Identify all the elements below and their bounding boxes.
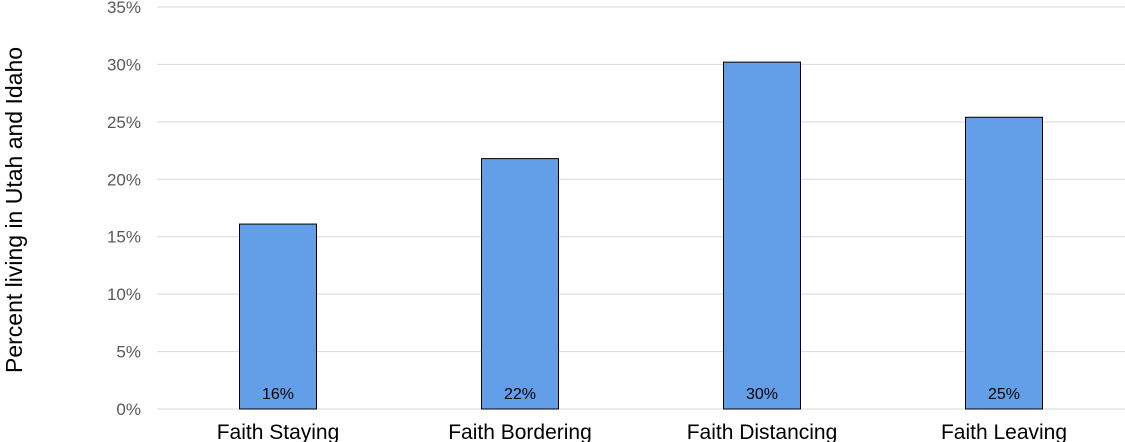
y-tick-label: 15% [107, 228, 141, 247]
x-category-label: Faith Staying [217, 421, 340, 442]
bar-faith-distancing [723, 61, 801, 410]
y-tick-label: 0% [116, 400, 141, 419]
x-category-label: Faith Distancing [687, 421, 838, 442]
x-category-label: Faith Bordering [448, 421, 592, 442]
data-label: 30% [746, 386, 778, 403]
x-axis-categories: Faith Staying Faith Bordering Faith Distan… [217, 421, 1067, 442]
y-axis-ticks: 0% 5% 10% 15% 20% 25% 30% 35% [107, 0, 141, 419]
y-tick-label: 35% [107, 0, 141, 17]
bar-faith-staying [239, 223, 317, 410]
y-tick-label: 25% [107, 113, 141, 132]
y-tick-label: 20% [107, 170, 141, 189]
data-label: 22% [504, 386, 536, 403]
bars [239, 61, 1043, 410]
bar-faith-leaving [965, 116, 1043, 410]
y-tick-label: 30% [107, 55, 141, 74]
bar-faith-bordering [481, 158, 559, 410]
y-tick-label: 10% [107, 285, 141, 304]
y-axis-label: Percent living in Utah and Idaho [1, 47, 27, 373]
y-tick-label: 5% [116, 343, 141, 362]
data-labels: 16% 22% 30% 25% [262, 386, 1020, 403]
x-category-label: Faith Leaving [941, 421, 1067, 442]
gridlines [157, 6, 1125, 410]
data-label: 16% [262, 386, 294, 403]
data-label: 25% [988, 386, 1020, 403]
